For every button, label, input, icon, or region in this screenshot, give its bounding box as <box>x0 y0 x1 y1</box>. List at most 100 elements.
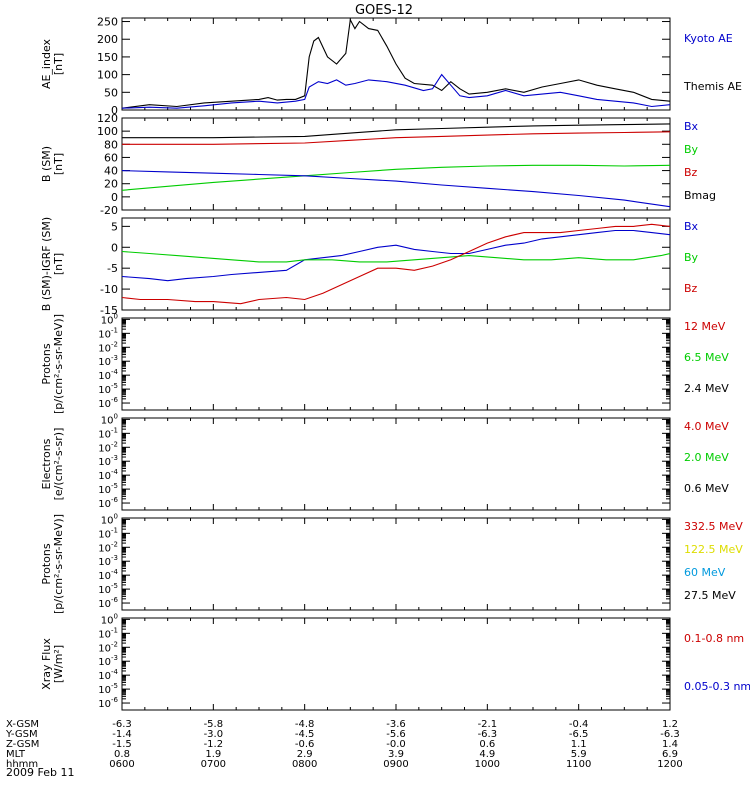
y-tick-label: 10-4 <box>98 368 118 382</box>
y-tick-label: 100 <box>101 312 118 326</box>
y-tick-label: -5 <box>107 262 118 275</box>
series-line <box>122 18 670 109</box>
legend-entry: 0.6 MeV <box>684 482 729 495</box>
y-tick-label: 10-4 <box>98 468 118 482</box>
axis-row-label: Y-GSM <box>5 729 38 740</box>
axis-value: 0800 <box>292 759 317 770</box>
y-axis-label: B (SM)-IGRF (SM) <box>40 217 53 311</box>
y-tick-label: 10-4 <box>98 568 118 582</box>
legend-entry: 4.0 MeV <box>684 420 729 433</box>
axis-value: -6.5 <box>569 729 589 740</box>
legend-entry: 60 MeV <box>684 566 726 579</box>
y-tick-label: 10-2 <box>98 540 118 554</box>
series-line <box>122 131 670 145</box>
panel-4: 10-610-510-410-310-210-1100 Protons [p/(cm… <box>40 312 729 414</box>
y-tick-label: 80 <box>104 138 118 151</box>
axis-value: -1.5 <box>112 739 132 750</box>
legend-entry: 2.0 MeV <box>684 451 729 464</box>
legend-entry: 27.5 MeV <box>684 589 736 602</box>
axis-value: -5.8 <box>204 719 224 730</box>
axis-value: -4.8 <box>295 719 315 730</box>
axis-value: -0.0 <box>386 739 406 750</box>
panel-1: 0 50 100 150 200 250 AE_index [nT] Kyoto AE Themi… <box>40 16 742 117</box>
bottom-axis-table: X-GSMY-GSMZ-GSMMLThhmm-6.3-1.4-1.50.8060… <box>5 719 683 770</box>
axis-value: -0.6 <box>295 739 315 750</box>
y-axis-label: Protons <box>40 343 53 384</box>
legend-entry: 0.1-0.8 nm <box>684 632 744 645</box>
axis-value: 1.2 <box>662 719 678 730</box>
legend-entry: By <box>684 251 699 264</box>
y-tick-label: 10-3 <box>98 454 118 468</box>
y-axis-label: Xray Flux <box>40 638 53 690</box>
panel-6: 10-610-510-410-310-210-1100 Protons [p/(cm… <box>40 512 743 614</box>
axis-row-label: hhmm <box>6 759 38 770</box>
axis-row-label: MLT <box>6 749 26 760</box>
y-axis-label: [p/(cm²-s-sr-MeV)] <box>52 314 65 414</box>
y-tick-label: 50 <box>104 86 118 99</box>
panel-7: 10-610-510-410-310-210-1100 Xray Flux [W/m… <box>40 612 750 711</box>
axis-value: -6.3 <box>112 719 132 730</box>
panel-frame <box>121 317 671 411</box>
y-axis-label: Protons <box>40 543 53 584</box>
y-axis-label: Electrons <box>40 438 53 489</box>
y-tick-label: 10-6 <box>98 596 118 610</box>
y-axis-label: B (SM) <box>40 146 53 182</box>
panel-frame <box>121 617 671 711</box>
axis-value: 1.9 <box>205 749 221 760</box>
y-axis-label: [nT] <box>52 153 65 175</box>
panel-frame <box>121 217 671 311</box>
y-tick-label: 0 <box>111 104 118 117</box>
axis-value: 2.9 <box>297 749 313 760</box>
axis-value: -1.4 <box>112 729 132 740</box>
axis-value: -3.6 <box>386 719 406 730</box>
axis-value: -6.3 <box>478 729 498 740</box>
legend-entry: Bx <box>684 220 699 233</box>
y-tick-label: 120 <box>97 112 118 125</box>
y-tick-label: 10-5 <box>98 582 118 596</box>
y-tick-label: 100 <box>101 612 118 626</box>
series-line <box>122 73 670 109</box>
y-axis-label: [p/(cm²-s-sr-MeV)] <box>52 514 65 614</box>
series-line <box>122 229 670 282</box>
y-tick-label: 10-5 <box>98 682 118 696</box>
y-tick-label: 250 <box>97 16 118 29</box>
panel-frame <box>121 417 671 511</box>
y-tick-label: 100 <box>97 69 118 82</box>
y-tick-label: 10-5 <box>98 382 118 396</box>
y-axis-label: [W/m²] <box>52 645 65 683</box>
series-line <box>122 164 670 191</box>
y-tick-label: 10-1 <box>98 526 118 540</box>
y-tick-label: 10-1 <box>98 326 118 340</box>
series-line <box>122 223 670 305</box>
panel-5: 10-610-510-410-310-210-1100 Electrons [e/(… <box>40 412 729 511</box>
y-tick-label: 5 <box>111 220 118 233</box>
y-axis-label: [nT] <box>52 53 65 75</box>
y-tick-label: 10-2 <box>98 640 118 654</box>
axis-value: 3.9 <box>388 749 404 760</box>
y-tick-label: 100 <box>101 512 118 526</box>
axis-value: -2.1 <box>478 719 498 730</box>
y-tick-label: 10-1 <box>98 426 118 440</box>
axis-value: -0.4 <box>569 719 589 730</box>
y-tick-label: 40 <box>104 165 118 178</box>
axis-row-label: Z-GSM <box>6 739 39 750</box>
axis-row-label: X-GSM <box>6 719 39 730</box>
axis-value: 0.8 <box>114 749 130 760</box>
legend-entry: Bx <box>684 120 699 133</box>
axis-value: -5.6 <box>386 729 406 740</box>
y-tick-label: 10-6 <box>98 696 118 710</box>
y-tick-label: 60 <box>104 151 118 164</box>
series-line <box>122 123 670 139</box>
y-tick-label: 200 <box>97 33 118 46</box>
y-tick-label: 0 <box>111 241 118 254</box>
y-tick-label: 10-6 <box>98 496 118 510</box>
axis-value: 0900 <box>383 759 408 770</box>
y-tick-label: 10-5 <box>98 482 118 496</box>
series-line <box>122 170 670 208</box>
y-axis-label: [e/(cm²-s-sr)] <box>52 428 65 501</box>
panel-frame <box>121 517 671 611</box>
legend-entry: 12 MeV <box>684 320 726 333</box>
legend-entry: 122.5 MeV <box>684 543 743 556</box>
